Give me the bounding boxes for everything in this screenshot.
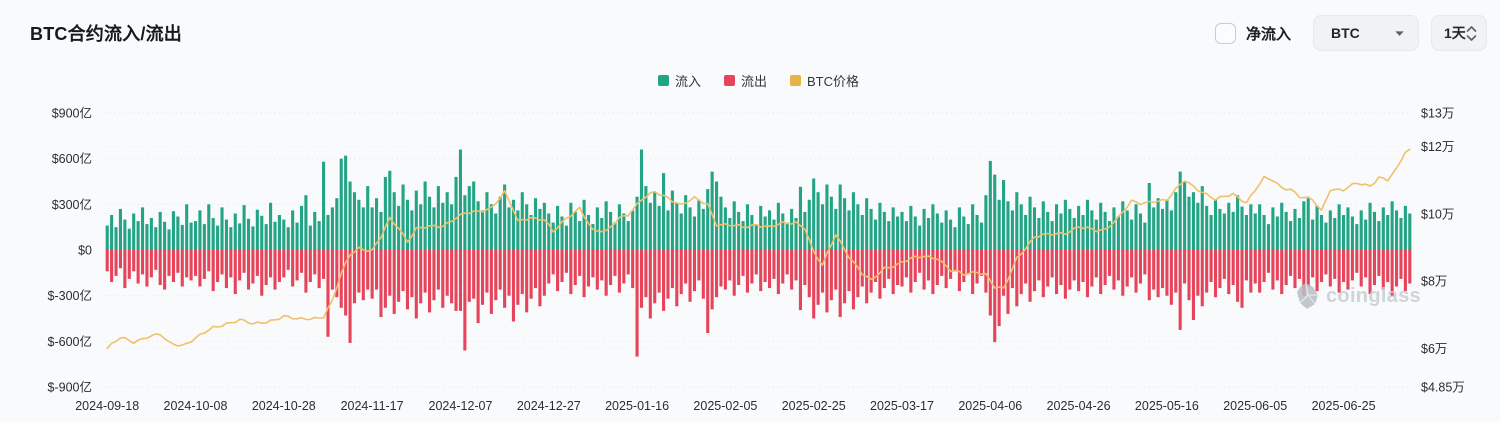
svg-text:2024-12-27: 2024-12-27 [517,399,581,413]
interval-select-value: 1天 [1444,25,1466,41]
svg-text:$0: $0 [78,244,92,258]
interval-select[interactable]: 1天 [1431,15,1487,51]
svg-text:$4.85万: $4.85万 [1421,381,1465,395]
svg-text:2025-04-26: 2025-04-26 [1047,399,1111,413]
svg-text:2025-05-16: 2025-05-16 [1135,399,1199,413]
legend-item-price[interactable]: BTC价格 [790,71,859,90]
legend-item-inflow[interactable]: 流入 [657,71,701,90]
outflow-bars [105,250,1412,357]
stepper-up-down-icon [1466,25,1477,41]
svg-text:2025-02-25: 2025-02-25 [782,399,846,413]
svg-text:2025-03-17: 2025-03-17 [870,399,934,413]
svg-text:2024-11-17: 2024-11-17 [341,399,404,413]
x-axis-labels: 2024-09-18 2024-10-08 2024-10-28 2024-11-17… [75,399,1375,413]
svg-text:2025-06-05: 2025-06-05 [1223,399,1287,413]
svg-text:$8万: $8万 [1421,275,1447,289]
legend-item-outflow[interactable]: 流出 [723,71,767,90]
svg-text:2024-10-28: 2024-10-28 [252,399,316,413]
svg-text:$-900亿: $-900亿 [48,380,92,395]
svg-text:$300亿: $300亿 [52,197,92,212]
left-axis-labels: $900亿 $600亿 $300亿 $0 $-300亿 $-600亿 $-900亿 [48,106,93,395]
gridlines [105,112,1412,388]
svg-text:$-600亿: $-600亿 [48,334,92,349]
page-title: BTC合约流入/流出 [30,24,182,44]
svg-text:2024-10-08: 2024-10-08 [164,399,228,413]
inflow-swatch-icon [657,75,669,86]
net-inflow-toggle[interactable]: 净流入 [1214,22,1291,44]
svg-text:$12万: $12万 [1421,140,1454,154]
coin-select[interactable]: BTC [1313,15,1419,51]
outflow-swatch-icon [723,75,735,86]
coin-select-value: BTC [1331,25,1360,41]
chart-controls: 净流入 BTC 1天 [1214,15,1487,51]
svg-text:2025-06-25: 2025-06-25 [1312,399,1376,413]
chevron-down-icon [1395,30,1404,36]
right-axis-labels: $13万 $12万 $10万 $8万 $6万 $4.85万 [1421,107,1465,395]
chart-legend: 流入 流出 BTC价格 [105,71,1412,90]
svg-text:$10万: $10万 [1421,207,1454,221]
svg-text:$900亿: $900亿 [52,106,92,121]
svg-text:$-300亿: $-300亿 [48,288,92,303]
legend-label-inflow: 流入 [674,74,701,89]
svg-text:2025-04-06: 2025-04-06 [958,399,1022,413]
svg-text:2024-12-07: 2024-12-07 [429,399,493,413]
legend-label-outflow: 流出 [740,74,767,89]
svg-text:2025-01-16: 2025-01-16 [605,399,669,413]
net-inflow-label: 净流入 [1245,25,1291,43]
svg-text:$6万: $6万 [1421,342,1447,356]
btc-price-line [106,148,1411,350]
svg-text:2024-09-18: 2024-09-18 [75,399,139,413]
svg-text:2025-02-05: 2025-02-05 [693,399,757,413]
legend-label-price: BTC价格 [807,74,860,89]
svg-text:$13万: $13万 [1421,107,1454,121]
net-inflow-checkbox[interactable] [1214,22,1236,44]
svg-text:$600亿: $600亿 [52,151,92,166]
price-swatch-icon [790,75,801,86]
